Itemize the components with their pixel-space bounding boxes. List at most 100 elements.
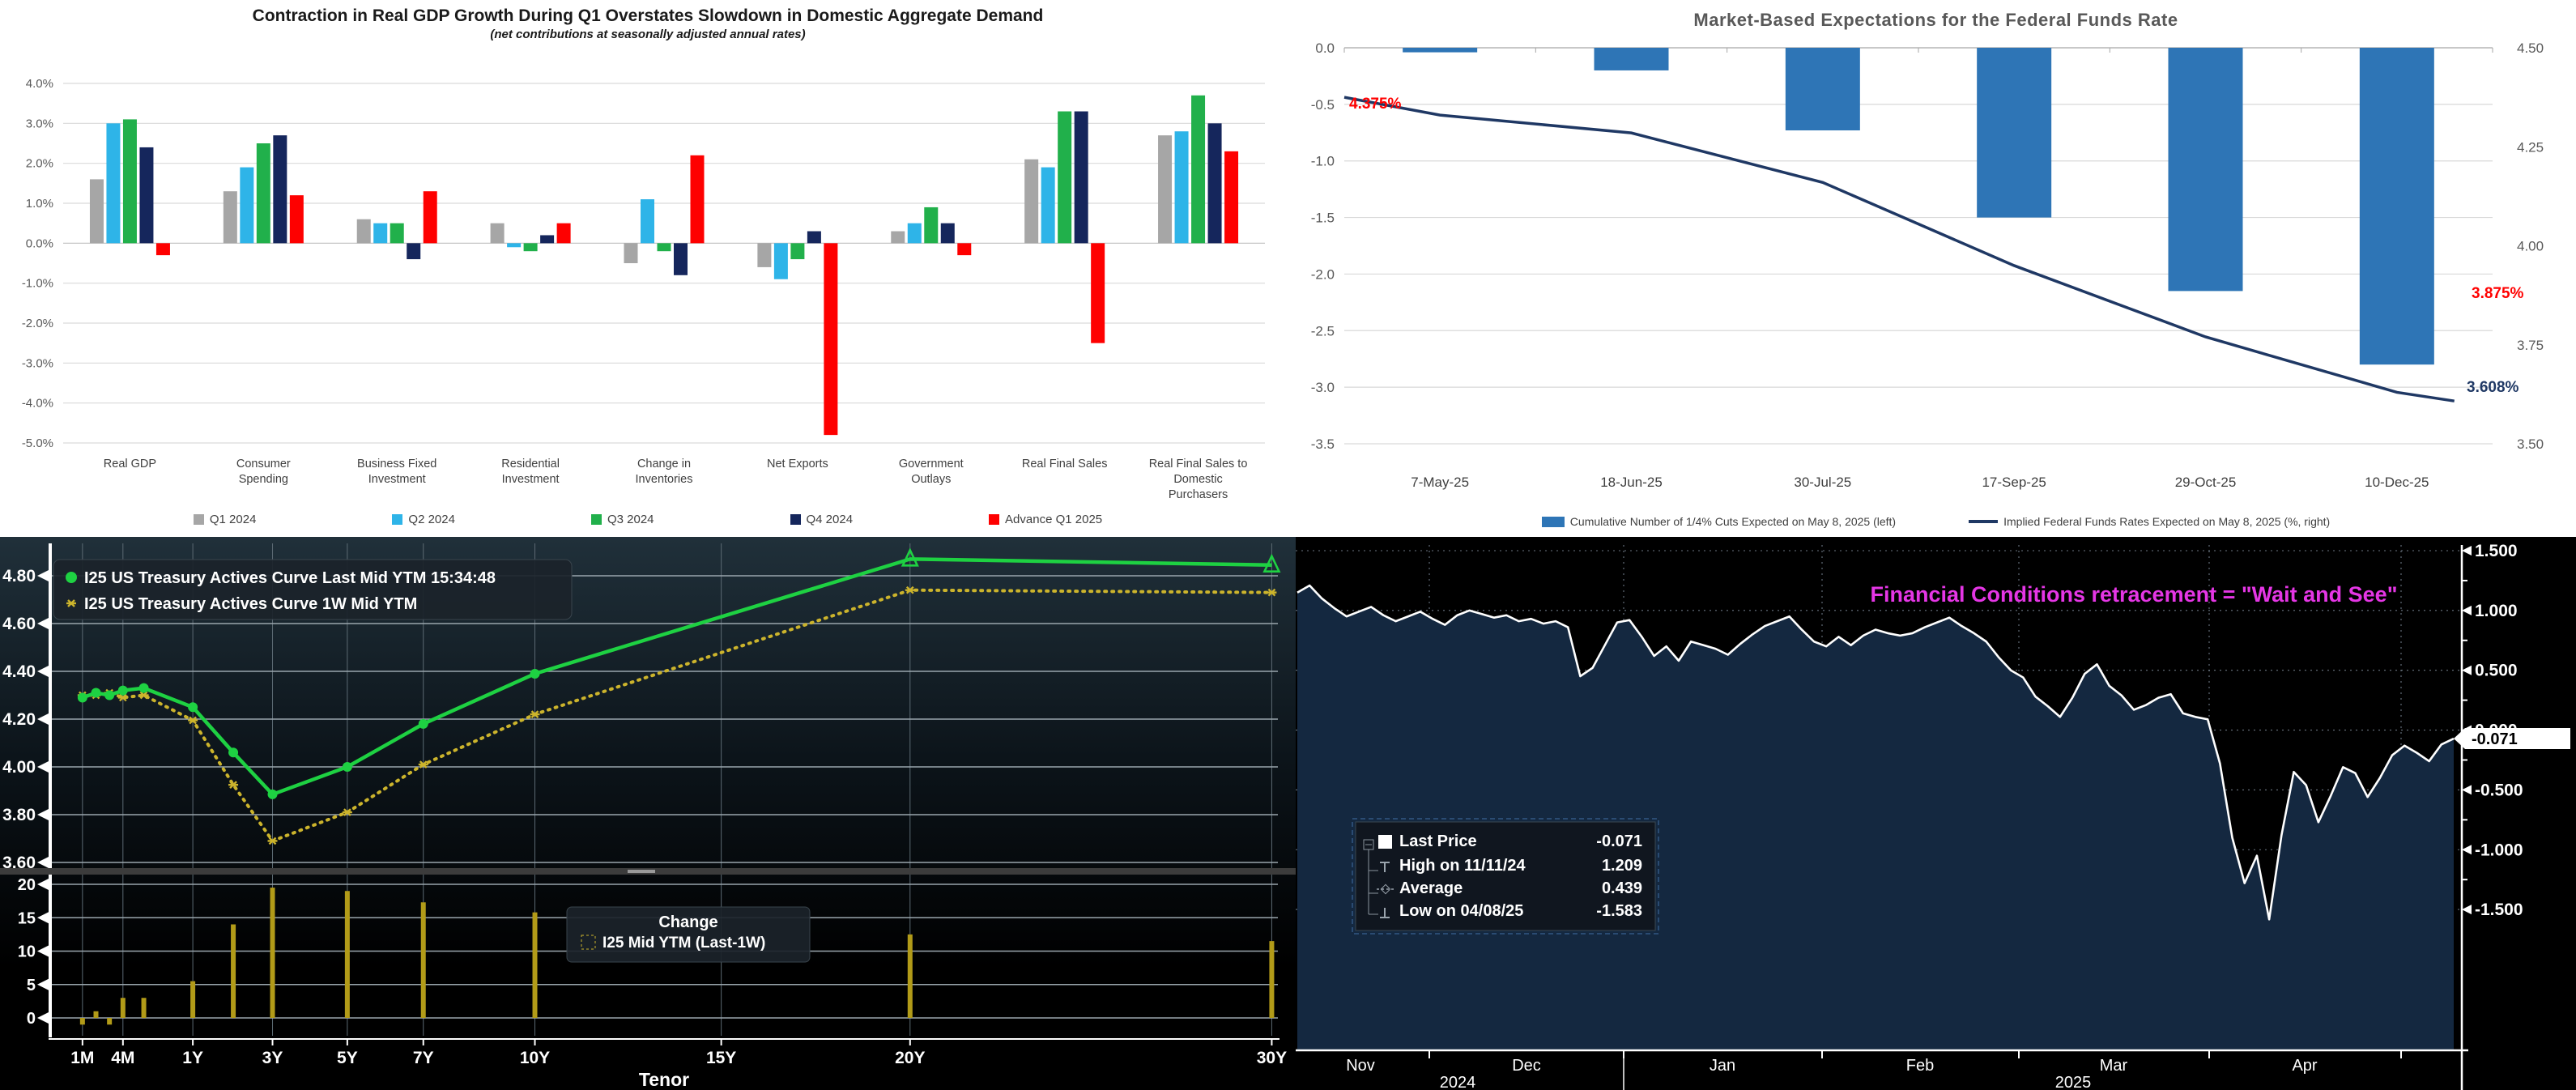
- financial-conditions-panel: 1.5001.0000.5000.000-0.500-1.000-1.500-0…: [1296, 537, 2576, 1090]
- right-tick-label: -0.500: [2475, 781, 2523, 799]
- change-bar: [270, 888, 275, 1018]
- y-tick-label: 5: [27, 977, 36, 994]
- bar-advance-q1-2025: [289, 195, 304, 244]
- bar-advance-q1-2025: [957, 243, 972, 256]
- bar-q1-2024: [891, 231, 905, 244]
- change-bar: [532, 912, 538, 1018]
- gdp-chart-panel: 4.0% 3.0% 2.0% 1.0% 0.0% -1.0% -2.0% -3.0% -4.0%…: [0, 0, 1297, 538]
- legend-item: Cumulative Number of 1/4% Cuts Expected …: [1541, 515, 1896, 528]
- triangle-marker: [1262, 553, 1281, 573]
- y-tick-label: 4.40: [2, 662, 36, 681]
- right-tick-label: 1.000: [2475, 602, 2518, 620]
- x-tick-label: 7Y: [413, 1049, 434, 1067]
- bar-q1-2024: [1024, 159, 1039, 244]
- right-tick-label: 3.50: [2517, 436, 2544, 452]
- left-tick-label: -2.0: [1311, 266, 1335, 282]
- month-label: Jan: [1710, 1057, 1735, 1075]
- legend-value: 1.209: [1602, 857, 1642, 875]
- change-bar: [231, 924, 236, 1018]
- right-tick-label: -1.000: [2475, 841, 2523, 859]
- bar-q2-2024: [373, 223, 388, 244]
- legend-swatch: [1541, 516, 1565, 527]
- bar-q2-2024: [641, 199, 654, 244]
- dot-marker: [530, 668, 540, 679]
- gdp-chart-title: Contraction in Real GDP Growth During Q1…: [252, 6, 1044, 25]
- bar-advance-q1-2025: [1091, 243, 1105, 343]
- left-tick-label: -3.0: [1311, 380, 1335, 395]
- bar-q3-2024: [657, 243, 671, 252]
- bar-q4-2024: [139, 147, 154, 244]
- dot-marker: [188, 702, 198, 713]
- legend-label: Q3 2024: [607, 512, 654, 526]
- legend-item: Implied Federal Funds Rates Expected on …: [1969, 515, 2330, 528]
- x-category-label: 18-Jun-25: [1600, 475, 1663, 490]
- y-tick-label: -2.0%: [22, 317, 53, 330]
- legend-item-advance-q1-2025: Advance Q1 2025: [989, 513, 1102, 526]
- cuts-bar: [1403, 48, 1478, 53]
- bar-q3-2024: [256, 143, 270, 244]
- y-tick-label: 0.0%: [26, 236, 53, 250]
- x-category-label: Change in: [637, 458, 691, 470]
- triangle-marker: [901, 547, 919, 567]
- x-category-label: Outlays: [911, 473, 951, 486]
- cuts-bar: [1785, 48, 1860, 130]
- y-tick-label: 20: [18, 876, 36, 894]
- gdp-chart-subtitle: (net contributions at seasonally adjuste…: [490, 28, 806, 41]
- right-tick-label: 4.25: [2517, 139, 2544, 155]
- legend-item-q4-2024: Q4 2024: [790, 513, 853, 526]
- bar-advance-q1-2025: [423, 191, 437, 244]
- implied-rate-line: [1343, 96, 2455, 402]
- legend-swatch: [989, 513, 1000, 525]
- fci-chart-title: Financial Conditions retracement = "Wait…: [1870, 582, 2398, 607]
- fed-expectations-panel: 0.0 -0.5 -1.0 -1.5 -2.0 -2.5 -3.0 -3.5 4.50 4.25 4…: [1296, 0, 2576, 538]
- right-tick-label: -1.500: [2475, 901, 2523, 919]
- bar-q1-2024: [356, 219, 371, 244]
- tick-arrow: [2462, 665, 2472, 675]
- legend-value: 0.439: [1602, 879, 1642, 897]
- divider-handle[interactable]: [628, 870, 655, 873]
- x-category-label: Real Final Sales to: [1149, 458, 1248, 470]
- bar-q4-2024: [1074, 111, 1088, 244]
- legend-label: I25 US Treasury Actives Curve Last Mid Y…: [84, 569, 496, 587]
- x-category-label: Real GDP: [104, 458, 156, 470]
- x-category-label: Inventories: [636, 473, 693, 486]
- legend-label: Last Price: [1399, 832, 1477, 850]
- star-marker: [343, 808, 351, 816]
- star-marker: [419, 760, 428, 769]
- bar-q3-2024: [924, 207, 939, 244]
- star-marker: [1267, 588, 1276, 597]
- right-tick-label: 4.50: [2517, 40, 2544, 56]
- cuts-bar: [1594, 48, 1669, 70]
- treasury-curve-panel: 4.80 4.60 4.40 4.20 4.00 3.80 3.60 20 15 10 5 0 I25 …: [0, 537, 1296, 1090]
- legend-item-q1-2024: Q1 2024: [193, 512, 257, 526]
- dot-marker: [342, 762, 352, 772]
- month-label: Nov: [1346, 1057, 1375, 1075]
- year-label: 2024: [1440, 1074, 1476, 1090]
- left-tick-label: -2.5: [1311, 323, 1335, 338]
- y-tick-label: 10: [18, 943, 36, 961]
- dot-marker: [418, 718, 428, 729]
- y-tick-label: 1.0%: [26, 197, 53, 211]
- fed-chart-title: Market-Based Expectations for the Federa…: [1693, 10, 2178, 30]
- x-category-label: Purchasers: [1169, 488, 1228, 501]
- fci-legend-box: [1355, 821, 1656, 931]
- change-bar: [1269, 941, 1275, 1018]
- x-category-label: 29-Oct-25: [2175, 475, 2237, 490]
- x-axis-title: Tenor: [639, 1069, 689, 1090]
- x-category-label: Investment: [368, 473, 426, 486]
- star-marker: [189, 716, 197, 725]
- y-axis-line: [49, 543, 52, 1037]
- x-tick-label: 1Y: [182, 1049, 203, 1067]
- x-category-label: 17-Sep-25: [1982, 475, 2046, 490]
- financial-conditions-chart: 1.5001.0000.5000.000-0.500-1.000-1.500-0…: [1296, 542, 2570, 1090]
- bar-q2-2024: [907, 223, 922, 244]
- legend-label: Low on 04/08/25: [1399, 902, 1523, 920]
- y-tick-label: 0: [27, 1010, 36, 1028]
- bar-q1-2024: [89, 179, 104, 244]
- bar-q2-2024: [106, 123, 121, 244]
- x-tick-label: 5Y: [337, 1049, 358, 1067]
- change-bar: [141, 998, 147, 1018]
- treasury-curve-chart: 4.80 4.60 4.40 4.20 4.00 3.80 3.60 20 15 10 5 0 I25 …: [0, 543, 1296, 1090]
- dot-marker: [267, 789, 278, 799]
- legend-label: Q1 2024: [209, 512, 257, 526]
